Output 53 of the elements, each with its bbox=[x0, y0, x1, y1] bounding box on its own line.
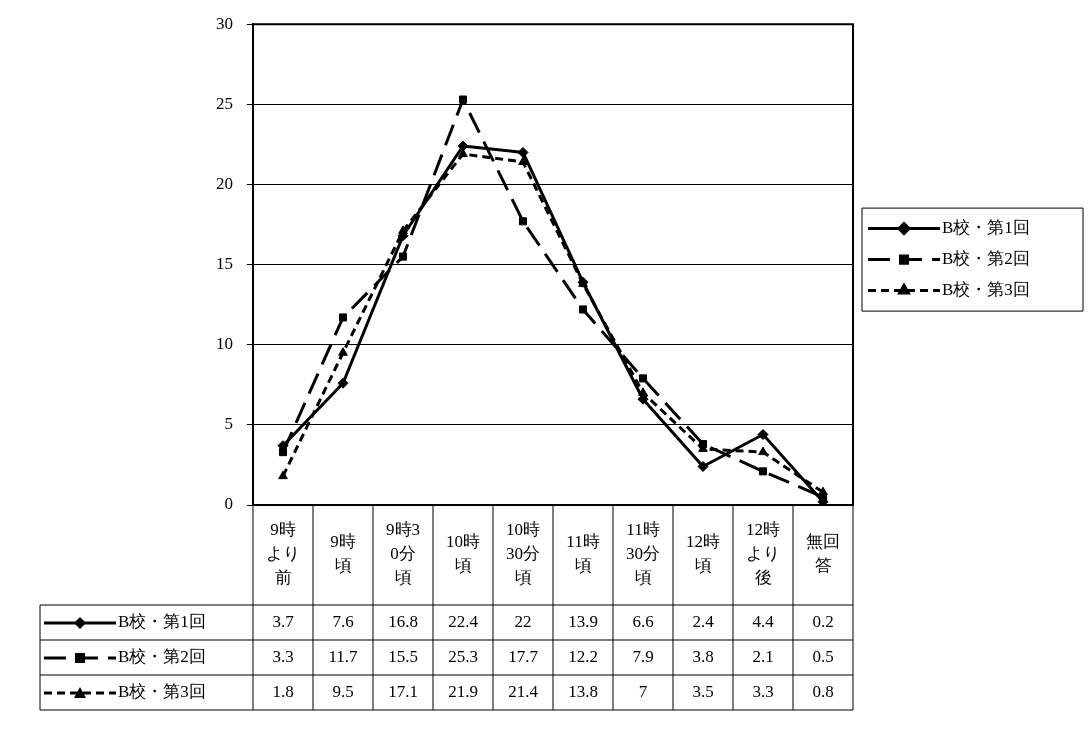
legend-label: B校・第2回 bbox=[942, 249, 1030, 269]
x-tick-label: 11時30分頃 bbox=[626, 520, 660, 588]
x-tick-label: 12時より後 bbox=[746, 520, 780, 588]
data-label: 0.8 bbox=[812, 681, 834, 701]
data-label: 4.4 bbox=[752, 611, 775, 631]
x-tick-label: 12時頃 bbox=[686, 532, 720, 576]
data-label: 11.7 bbox=[328, 646, 359, 666]
data-label: 6.6 bbox=[632, 611, 654, 631]
data-label: 1.8 bbox=[272, 681, 294, 701]
legend-label: B校・第1回 bbox=[942, 218, 1030, 238]
data-label: 16.8 bbox=[388, 611, 418, 631]
y-tick-label: 0 bbox=[224, 494, 233, 514]
x-tick-label: 9時より前 bbox=[266, 520, 300, 588]
data-label: 3.3 bbox=[272, 646, 294, 666]
text: B校・第3回 bbox=[118, 681, 206, 701]
data-label: 3.5 bbox=[692, 681, 714, 701]
data-label: 22 bbox=[514, 611, 532, 631]
data-label: 17.1 bbox=[388, 681, 418, 701]
x-tick-label: 10時30分頃 bbox=[506, 520, 540, 588]
y-tick-label: 25 bbox=[216, 93, 233, 113]
data-label: 7 bbox=[638, 681, 648, 701]
text: B校・第1回 bbox=[118, 611, 206, 631]
data-label: 13.9 bbox=[568, 611, 598, 631]
data-label: 7.6 bbox=[332, 611, 354, 631]
data-label: 2.4 bbox=[692, 611, 715, 631]
y-tick-label: 30 bbox=[216, 13, 233, 33]
data-label: 9.5 bbox=[332, 681, 354, 701]
x-tick-label: 10時頃 bbox=[446, 532, 480, 576]
data-label: 13.8 bbox=[568, 681, 598, 701]
data-label: 0.2 bbox=[812, 611, 834, 631]
data-label: 17.7 bbox=[508, 646, 539, 666]
x-tick-label: 9時頃 bbox=[330, 532, 356, 576]
legend-label: B校・第3回 bbox=[942, 280, 1030, 300]
data-label: 0.5 bbox=[812, 646, 834, 666]
y-tick-label: 20 bbox=[216, 173, 233, 193]
x-tick-label: 11時頃 bbox=[566, 532, 600, 576]
x-tick-label: 無回答 bbox=[806, 532, 840, 576]
data-label: 3.8 bbox=[692, 646, 714, 666]
text: B校・第2回 bbox=[118, 646, 206, 666]
data-label: 21.4 bbox=[508, 681, 539, 701]
data-label: 12.2 bbox=[568, 646, 598, 666]
data-label: 15.5 bbox=[388, 646, 418, 666]
data-label: 3.7 bbox=[272, 611, 295, 631]
data-label: 21.9 bbox=[448, 681, 478, 701]
data-label: 25.3 bbox=[448, 646, 478, 666]
data-label: 3.3 bbox=[752, 681, 774, 701]
data-label: 7.9 bbox=[632, 646, 654, 666]
y-tick-label: 5 bbox=[224, 414, 233, 434]
y-tick-label: 15 bbox=[216, 254, 233, 274]
y-tick-label: 10 bbox=[216, 334, 233, 354]
x-tick-label: 9時30分頃 bbox=[386, 520, 420, 588]
data-label: 22.4 bbox=[448, 611, 479, 631]
data-label: 2.1 bbox=[752, 646, 774, 666]
